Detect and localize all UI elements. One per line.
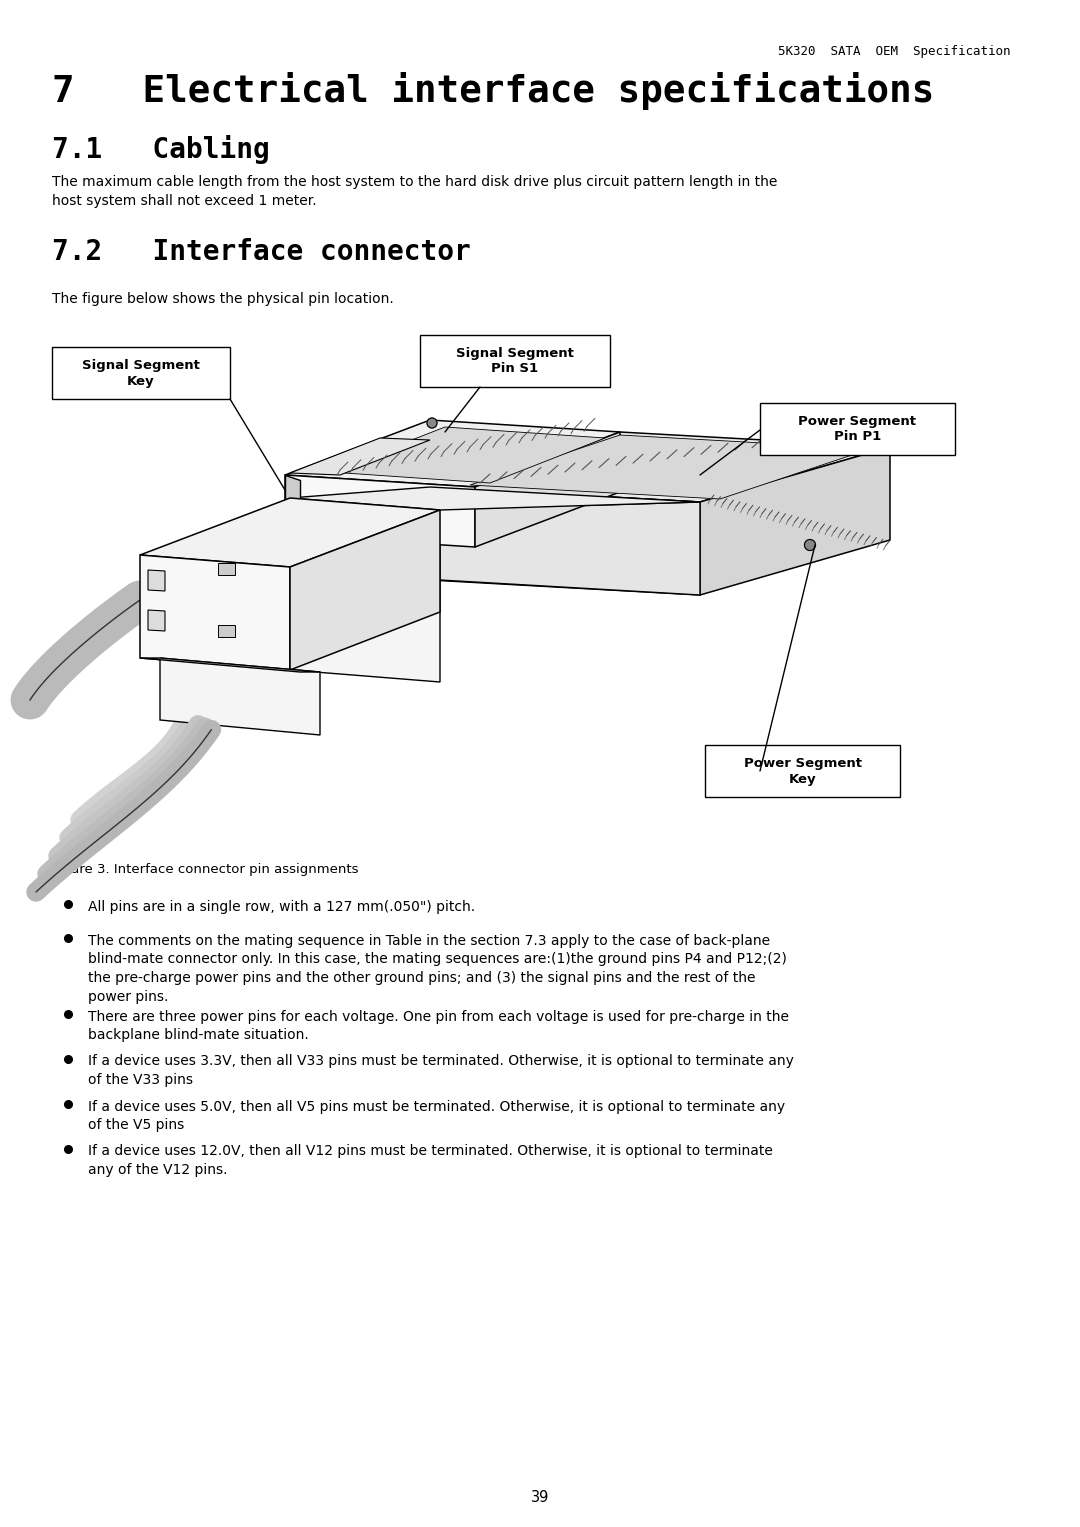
Polygon shape <box>475 432 620 547</box>
FancyBboxPatch shape <box>52 347 230 399</box>
Polygon shape <box>291 510 440 670</box>
Polygon shape <box>140 498 440 567</box>
Text: All pins are in a single row, with a 127 mm(.050") pitch.: All pins are in a single row, with a 127… <box>87 899 475 915</box>
Text: Signal Segment
Pin S1: Signal Segment Pin S1 <box>456 347 573 376</box>
Polygon shape <box>291 487 700 510</box>
FancyBboxPatch shape <box>705 745 900 797</box>
Text: 39: 39 <box>530 1490 550 1506</box>
Text: If a device uses 3.3V, then all V33 pins must be terminated. Otherwise, it is op: If a device uses 3.3V, then all V33 pins… <box>87 1055 794 1087</box>
FancyBboxPatch shape <box>760 403 955 455</box>
Polygon shape <box>140 554 291 670</box>
Text: Power Segment
Pin P1: Power Segment Pin P1 <box>798 414 917 443</box>
Polygon shape <box>218 563 235 576</box>
Polygon shape <box>440 502 700 596</box>
Text: There are three power pins for each voltage. One pin from each voltage is used f: There are three power pins for each volt… <box>87 1009 789 1043</box>
Polygon shape <box>430 432 890 502</box>
Text: 7.2   Interface connector: 7.2 Interface connector <box>52 238 471 266</box>
Circle shape <box>805 539 815 551</box>
Polygon shape <box>148 609 165 631</box>
Polygon shape <box>285 475 475 547</box>
Polygon shape <box>291 438 430 475</box>
Polygon shape <box>291 567 440 683</box>
Text: If a device uses 5.0V, then all V5 pins must be terminated. Otherwise, it is opt: If a device uses 5.0V, then all V5 pins … <box>87 1099 785 1133</box>
Polygon shape <box>285 420 620 487</box>
Text: Power Segment
Key: Power Segment Key <box>743 756 862 785</box>
Text: Signal Segment
Key: Signal Segment Key <box>82 359 200 388</box>
Text: 5K320  SATA  OEM  Specification: 5K320 SATA OEM Specification <box>778 44 1010 58</box>
Polygon shape <box>218 625 235 637</box>
Circle shape <box>427 418 437 428</box>
Polygon shape <box>160 658 320 734</box>
Polygon shape <box>330 428 605 483</box>
Text: The maximum cable length from the host system to the hard disk drive plus circui: The maximum cable length from the host s… <box>52 176 778 209</box>
Polygon shape <box>285 475 300 499</box>
Text: The figure below shows the physical pin location.: The figure below shows the physical pin … <box>52 292 394 305</box>
Text: If a device uses 12.0V, then all V12 pins must be terminated. Otherwise, it is o: If a device uses 12.0V, then all V12 pin… <box>87 1145 773 1177</box>
Polygon shape <box>700 447 890 596</box>
Text: Figure 3. Interface connector pin assignments: Figure 3. Interface connector pin assign… <box>52 863 359 876</box>
Text: 7.1   Cabling: 7.1 Cabling <box>52 134 270 163</box>
Text: The comments on the mating sequence in Table in the section 7.3 apply to the cas: The comments on the mating sequence in T… <box>87 933 787 1005</box>
Polygon shape <box>470 435 870 499</box>
Polygon shape <box>148 570 165 591</box>
Polygon shape <box>140 658 320 672</box>
Polygon shape <box>430 487 700 596</box>
Text: 7   Electrical interface specifications: 7 Electrical interface specifications <box>52 72 934 110</box>
FancyBboxPatch shape <box>420 334 610 386</box>
